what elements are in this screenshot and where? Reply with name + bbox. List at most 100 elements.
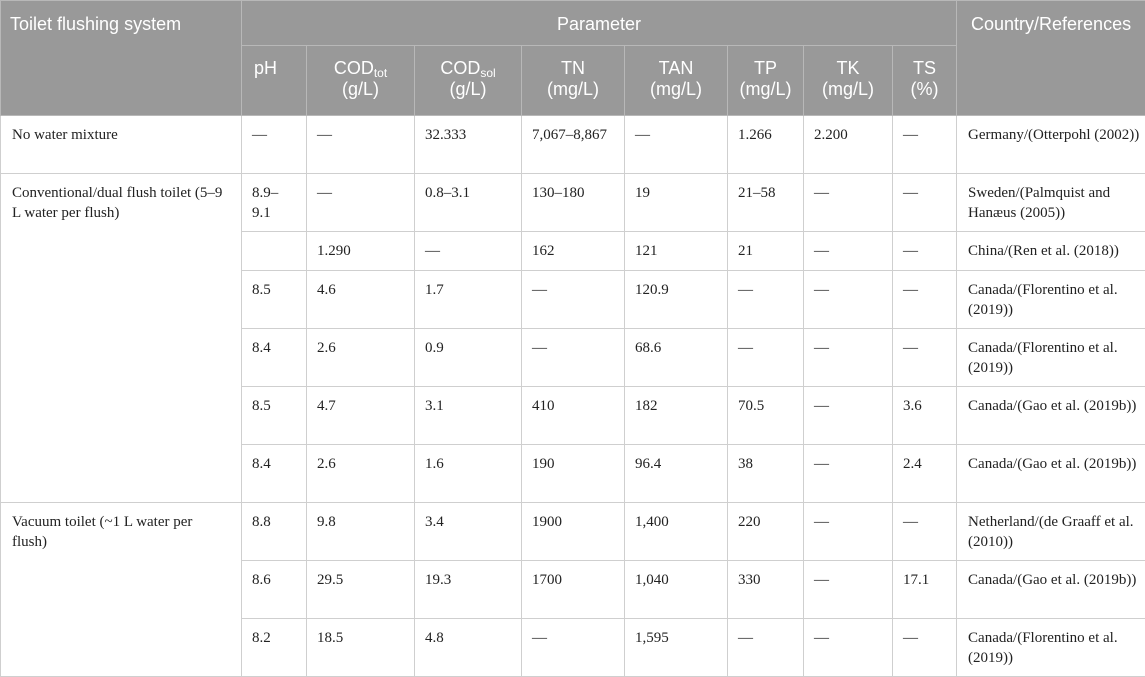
cell-tan: 1,040 bbox=[625, 561, 728, 619]
cell-tk: — bbox=[804, 174, 893, 232]
cell-cod-tot: 9.8 bbox=[307, 503, 415, 561]
cell-tan: — bbox=[625, 116, 728, 174]
cell-cod-sol: 32.333 bbox=[415, 116, 522, 174]
cell-cod-sol: 1.7 bbox=[415, 271, 522, 329]
cell-ph bbox=[242, 232, 307, 271]
header-tk: TK(mg/L) bbox=[804, 46, 893, 116]
cell-cod-sol: — bbox=[415, 232, 522, 271]
cell-ts: — bbox=[893, 503, 957, 561]
cell-cod-tot: 4.6 bbox=[307, 271, 415, 329]
header-ph: pH bbox=[242, 46, 307, 116]
cell-tp: — bbox=[728, 329, 804, 387]
cell-tn: — bbox=[522, 329, 625, 387]
table-row: No water mixture — — 32.333 7,067–8,867 … bbox=[1, 116, 1145, 174]
cell-tan: 120.9 bbox=[625, 271, 728, 329]
cell-tan: 1,400 bbox=[625, 503, 728, 561]
cell-ts: 17.1 bbox=[893, 561, 957, 619]
cell-tp: 21 bbox=[728, 232, 804, 271]
cell-cod-tot: 2.6 bbox=[307, 445, 415, 503]
cell-cod-sol: 0.9 bbox=[415, 329, 522, 387]
cell-cod-tot: 2.6 bbox=[307, 329, 415, 387]
cell-tk: — bbox=[804, 445, 893, 503]
cell-reference: Canada/(Florentino et al. (2019)) bbox=[957, 619, 1145, 677]
cell-tk: — bbox=[804, 329, 893, 387]
cell-ph: 8.5 bbox=[242, 271, 307, 329]
cell-ts: — bbox=[893, 271, 957, 329]
cell-tn: — bbox=[522, 271, 625, 329]
cell-cod-tot: — bbox=[307, 174, 415, 232]
group-label: No water mixture bbox=[1, 116, 242, 174]
cell-reference: Germany/(Otterpohl (2002)) bbox=[957, 116, 1145, 174]
cell-reference: Netherland/(de Graaff et al. (2010)) bbox=[957, 503, 1145, 561]
cell-tp: 220 bbox=[728, 503, 804, 561]
cell-tn: 1700 bbox=[522, 561, 625, 619]
cell-ph: 8.5 bbox=[242, 387, 307, 445]
header-country: Country/References bbox=[957, 1, 1145, 116]
cell-ts: — bbox=[893, 619, 957, 677]
cell-tp: 38 bbox=[728, 445, 804, 503]
cell-tn: 1900 bbox=[522, 503, 625, 561]
cell-tn: 410 bbox=[522, 387, 625, 445]
group-label: Conventional/dual flush toilet (5–9 L wa… bbox=[1, 174, 242, 503]
cell-ph: 8.8 bbox=[242, 503, 307, 561]
cell-reference: Canada/(Gao et al. (2019b)) bbox=[957, 561, 1145, 619]
header-cod-sol: CODsol(g/L) bbox=[415, 46, 522, 116]
table-row: Conventional/dual flush toilet (5–9 L wa… bbox=[1, 174, 1145, 232]
cell-tp: — bbox=[728, 619, 804, 677]
cell-tp: 330 bbox=[728, 561, 804, 619]
cell-cod-tot: 1.290 bbox=[307, 232, 415, 271]
cell-tk: — bbox=[804, 387, 893, 445]
cell-tp: — bbox=[728, 271, 804, 329]
cell-cod-tot: — bbox=[307, 116, 415, 174]
cell-ts: 2.4 bbox=[893, 445, 957, 503]
cell-tan: 68.6 bbox=[625, 329, 728, 387]
cell-tp: 21–58 bbox=[728, 174, 804, 232]
cell-cod-sol: 3.1 bbox=[415, 387, 522, 445]
group-label: Vacuum toilet (~1 L water per flush) bbox=[1, 503, 242, 677]
header-tn: TN(mg/L) bbox=[522, 46, 625, 116]
cell-tk: 2.200 bbox=[804, 116, 893, 174]
cell-ph: 8.4 bbox=[242, 445, 307, 503]
cell-cod-sol: 0.8–3.1 bbox=[415, 174, 522, 232]
cell-tn: 7,067–8,867 bbox=[522, 116, 625, 174]
cell-tk: — bbox=[804, 232, 893, 271]
header-tp: TP(mg/L) bbox=[728, 46, 804, 116]
cell-ph: — bbox=[242, 116, 307, 174]
cell-tan: 96.4 bbox=[625, 445, 728, 503]
cell-tan: 121 bbox=[625, 232, 728, 271]
header-tan: TAN(mg/L) bbox=[625, 46, 728, 116]
cell-ts: — bbox=[893, 174, 957, 232]
cell-tk: — bbox=[804, 561, 893, 619]
cell-tn: 162 bbox=[522, 232, 625, 271]
cell-ts: — bbox=[893, 329, 957, 387]
cell-ph: 8.2 bbox=[242, 619, 307, 677]
cell-reference: Canada/(Gao et al. (2019b)) bbox=[957, 387, 1145, 445]
cell-ph: 8.4 bbox=[242, 329, 307, 387]
cell-tan: 182 bbox=[625, 387, 728, 445]
cell-tn: 190 bbox=[522, 445, 625, 503]
cell-cod-tot: 4.7 bbox=[307, 387, 415, 445]
cell-tk: — bbox=[804, 271, 893, 329]
cell-tk: — bbox=[804, 619, 893, 677]
cell-cod-tot: 29.5 bbox=[307, 561, 415, 619]
cell-tn: — bbox=[522, 619, 625, 677]
cell-tn: 130–180 bbox=[522, 174, 625, 232]
cell-reference: Canada/(Gao et al. (2019b)) bbox=[957, 445, 1145, 503]
cell-reference: Canada/(Florentino et al. (2019)) bbox=[957, 271, 1145, 329]
header-system: Toilet flushing system bbox=[1, 1, 242, 116]
cell-cod-tot: 18.5 bbox=[307, 619, 415, 677]
cell-cod-sol: 19.3 bbox=[415, 561, 522, 619]
cell-cod-sol: 3.4 bbox=[415, 503, 522, 561]
cell-cod-sol: 4.8 bbox=[415, 619, 522, 677]
cell-tp: 1.266 bbox=[728, 116, 804, 174]
table-row: Vacuum toilet (~1 L water per flush) 8.8… bbox=[1, 503, 1145, 561]
cell-ph: 8.6 bbox=[242, 561, 307, 619]
cell-tan: 19 bbox=[625, 174, 728, 232]
header-ts: TS(%) bbox=[893, 46, 957, 116]
cell-cod-sol: 1.6 bbox=[415, 445, 522, 503]
cell-reference: Sweden/(Palmquist and Hanæus (2005)) bbox=[957, 174, 1145, 232]
cell-ts: — bbox=[893, 116, 957, 174]
cell-reference: China/(Ren et al. (2018)) bbox=[957, 232, 1145, 271]
cell-ph: 8.9–9.1 bbox=[242, 174, 307, 232]
